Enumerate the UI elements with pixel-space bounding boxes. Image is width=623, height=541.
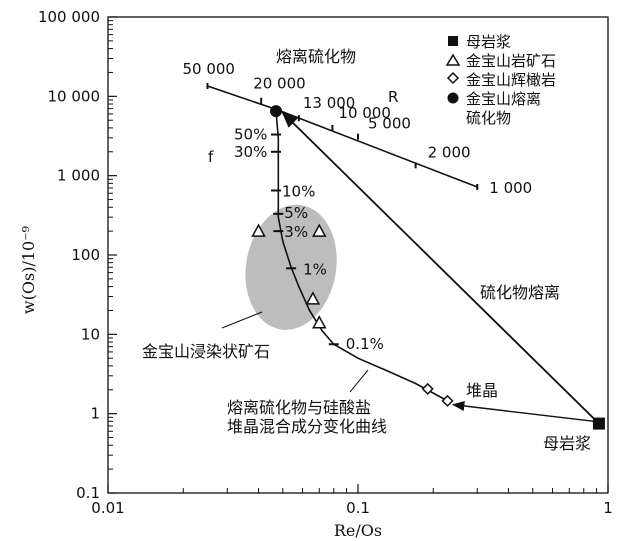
- y-tick-label: 1 000: [57, 167, 100, 185]
- legend-marker-ore: [445, 53, 461, 66]
- f-tick-label: 5%: [284, 204, 308, 222]
- x-tick-label: 1: [603, 499, 613, 517]
- x-axis-title: Re/Os: [334, 521, 382, 540]
- f-label: f: [208, 148, 214, 166]
- parent-magma-point: [592, 417, 605, 430]
- f-tick-label: 1%: [303, 260, 327, 278]
- ore-point: [251, 223, 266, 237]
- r-tick-label: 20 000: [253, 75, 306, 93]
- y-tick-label: 100: [71, 246, 100, 264]
- curve-leader-line: [349, 369, 369, 393]
- f-tick-label: 30%: [234, 143, 267, 161]
- r-tick-label: 1 000: [489, 179, 532, 197]
- y-tick-label: 1: [90, 405, 100, 423]
- r-tick-label: 10 000: [338, 104, 391, 122]
- y-tick-label: 0.1: [76, 484, 100, 502]
- legend-label-sulfide-line2: 硫化物: [466, 109, 511, 127]
- x-tick-label: 0.01: [91, 499, 124, 517]
- r-tick-label: 2 000: [428, 143, 471, 161]
- legend: 母岩浆 金宝山岩矿石 金宝山辉橄岩 金宝山熔离 硫化物: [445, 33, 556, 127]
- ore-point: [312, 223, 327, 237]
- legend-label-ore: 金宝山岩矿石: [466, 52, 556, 70]
- f-tick-label: 0.1%: [346, 335, 384, 353]
- legend-marker-parent-magma: [448, 36, 458, 46]
- segregated-sulfide-point: [270, 105, 283, 118]
- r-tick-label: 13 000: [303, 94, 356, 112]
- y-tick-label: 10 000: [48, 87, 101, 105]
- ore-point: [312, 315, 327, 329]
- f-tick-label: 3%: [284, 223, 308, 241]
- y-tick-label: 100 000: [38, 8, 100, 26]
- f-tick-label: 10%: [282, 183, 315, 201]
- y-tick-label: 10: [81, 325, 100, 343]
- mixing-curve-label-line2: 堆晶混合成分变化曲线: [227, 417, 387, 436]
- parent-magma-label: 母岩浆: [543, 434, 591, 453]
- cumulate-arrow: [451, 400, 595, 423]
- r-tick-label: 5 000: [368, 115, 411, 133]
- r-tick-label: 50 000: [182, 60, 235, 78]
- mixing-curve-label-line1: 熔离硫化物与硅酸盐: [227, 398, 371, 417]
- legend-label-peridotite: 金宝山辉橄岩: [466, 71, 556, 89]
- legend-marker-peridotite: [446, 71, 460, 85]
- legend-marker-sulfide: [447, 92, 459, 104]
- ore-point: [305, 291, 321, 305]
- ellipse-leader-line: [221, 311, 263, 329]
- peridotite-point: [441, 394, 454, 407]
- sulfide-region-label: 熔离硫化物: [276, 47, 356, 66]
- legend-label-sulfide-line1: 金宝山熔离: [466, 90, 541, 108]
- f-tick-label: 50%: [234, 126, 267, 144]
- mixing-curve: [275, 111, 448, 402]
- sulfide-segregation-arrow: [281, 111, 600, 425]
- r-label: R: [388, 88, 398, 106]
- cumulate-label: 堆晶: [466, 381, 498, 400]
- peridotite-point: [421, 382, 434, 395]
- legend-label-parent-magma: 母岩浆: [466, 33, 511, 51]
- disseminated-ore-label: 金宝山浸染状矿石: [142, 342, 270, 361]
- x-tick-label: 0.1: [346, 499, 370, 517]
- sulfide-segregation-label: 硫化物熔离: [480, 283, 560, 302]
- y-axis-title: w(Os)/10⁻⁹: [19, 225, 38, 314]
